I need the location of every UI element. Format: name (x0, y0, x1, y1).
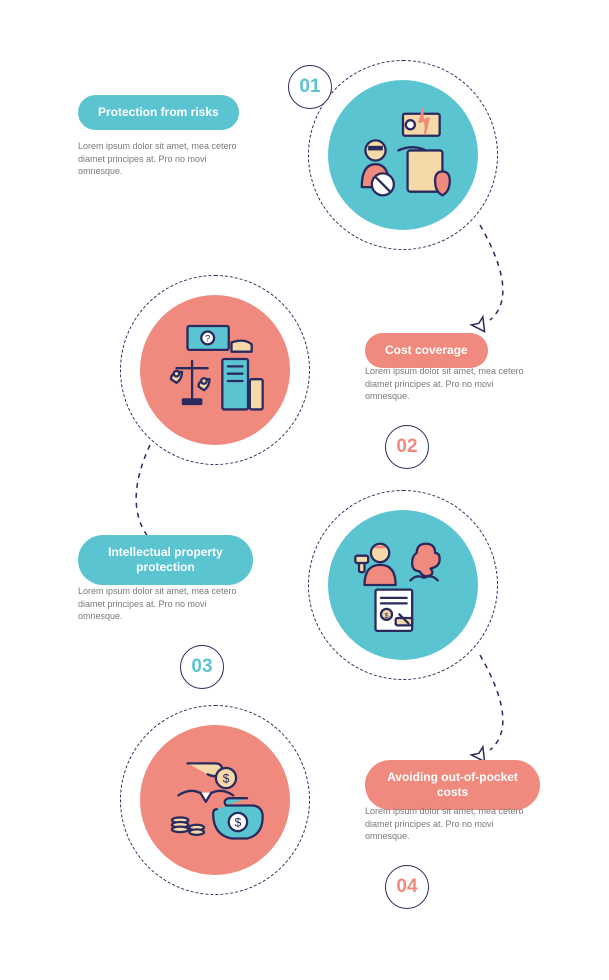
step-1-number-badge: 01 (288, 65, 332, 109)
step-3-title-pill: Intellectual property protection (78, 535, 253, 585)
step-3-inner-circle: $ (328, 510, 478, 660)
step-1-inner-circle (328, 80, 478, 230)
step-2-inner-circle: ? (140, 295, 290, 445)
step-2-body: Lorem ipsum dolor sit amet, mea cetero d… (365, 365, 530, 403)
step-1-title-pill: Protection from risks (78, 95, 239, 130)
step-3-body: Lorem ipsum dolor sit amet, mea cetero d… (78, 585, 243, 623)
connector-3 (480, 655, 503, 750)
connector-1 (480, 225, 503, 320)
svg-text:$: $ (223, 772, 230, 786)
step-1-body: Lorem ipsum dolor sit amet, mea cetero d… (78, 140, 243, 178)
step-1-icon (328, 80, 478, 230)
step-4-icon: $ $ (140, 725, 290, 875)
svg-text:$: $ (235, 816, 242, 830)
svg-text:$: $ (384, 611, 388, 620)
step-4-body: Lorem ipsum dolor sit amet, mea cetero d… (365, 805, 530, 843)
step-4-inner-circle: $ $ (140, 725, 290, 875)
svg-text:?: ? (205, 334, 210, 344)
step-2-number-badge: 02 (385, 425, 429, 469)
step-4-title-pill: Avoiding out-of-pocket costs (365, 760, 540, 810)
step-3-icon: $ (328, 510, 478, 660)
step-4-number-badge: 04 (385, 865, 429, 909)
step-2-icon: ? (140, 295, 290, 445)
step-2-title-pill: Cost coverage (365, 333, 488, 368)
step-3-number-badge: 03 (180, 645, 224, 689)
connector-2 (136, 445, 155, 545)
infographic-canvas: { "layout":{ "canvas_width":609,"canvas_… (0, 0, 609, 980)
